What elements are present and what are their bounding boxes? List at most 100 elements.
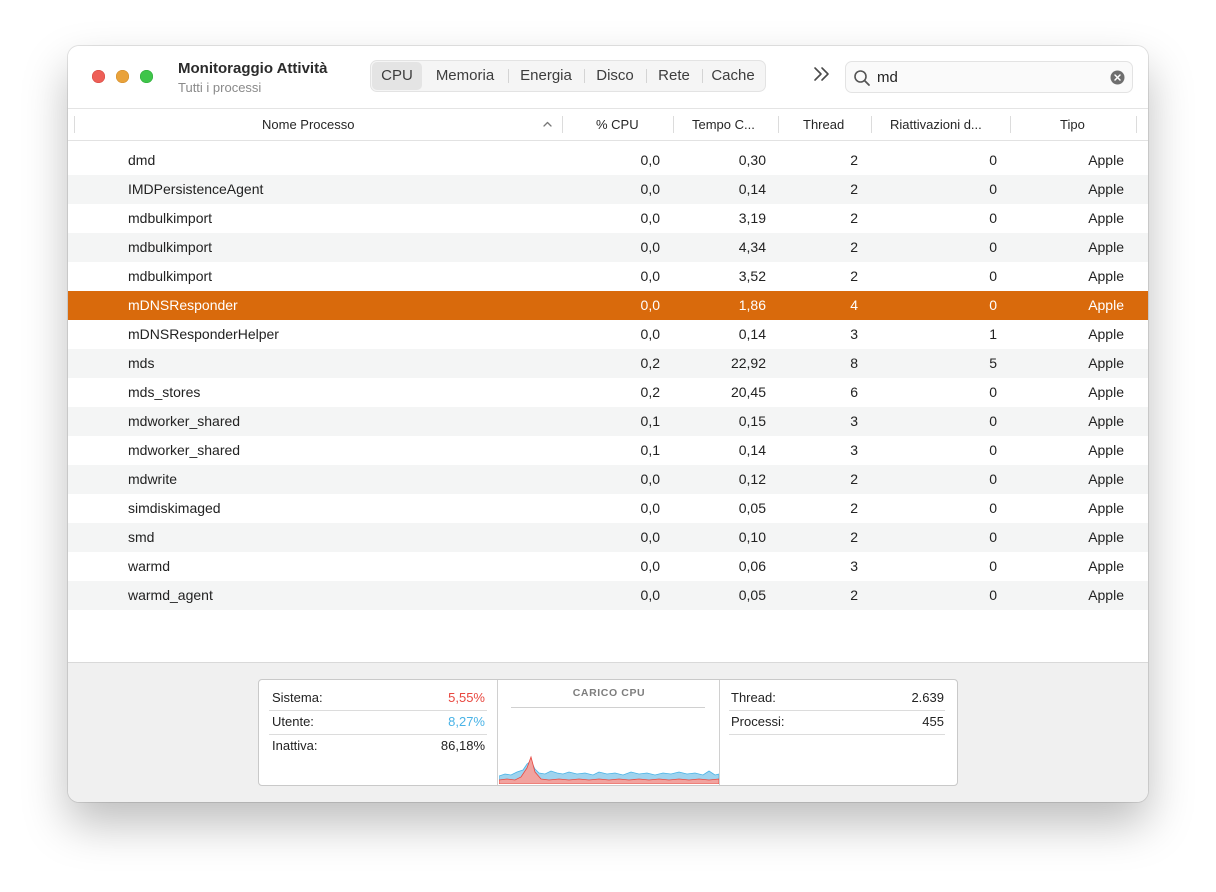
process-wakeups: 0	[989, 558, 997, 574]
processes-label: Processi:	[731, 714, 785, 729]
user-value: 8,27%	[448, 714, 485, 729]
process-type: Apple	[1088, 181, 1124, 197]
minimize-window-button[interactable]	[116, 70, 129, 83]
sort-ascending-icon[interactable]	[542, 119, 553, 130]
column-separator	[74, 116, 75, 133]
table-row-selected[interactable]: mDNSResponder 0,0 1,86 4 0 Apple	[68, 291, 1148, 320]
table-row[interactable]: mdwrite 0,0 0,12 2 0 Apple	[68, 465, 1148, 494]
divider	[511, 707, 705, 708]
process-type: Apple	[1088, 268, 1124, 284]
magnifier-icon	[854, 70, 870, 86]
column-separator	[871, 116, 872, 133]
divider	[269, 734, 487, 735]
system-value: 5,55%	[448, 690, 485, 705]
process-threads: 2	[850, 152, 858, 168]
column-separator	[673, 116, 674, 133]
process-type: Apple	[1088, 471, 1124, 487]
close-window-button[interactable]	[92, 70, 105, 83]
column-separator	[1010, 116, 1011, 133]
process-cpu: 0,0	[640, 152, 660, 168]
table-row[interactable]: mdbulkimport 0,0 4,34 2 0 Apple	[68, 233, 1148, 262]
column-cpu-time-header[interactable]: Tempo C...	[692, 117, 755, 132]
column-cpu-header[interactable]: % CPU	[596, 117, 639, 132]
search-input[interactable]	[877, 66, 1097, 88]
table-row[interactable]: IMDPersistenceAgent 0,0 0,14 2 0 Apple	[68, 175, 1148, 204]
process-cpu: 0,0	[640, 326, 660, 342]
tab-cpu[interactable]: CPU	[372, 62, 422, 90]
process-cpu-time: 4,34	[738, 239, 766, 255]
column-threads-header[interactable]: Thread	[803, 117, 845, 132]
tab-disco[interactable]: Disco	[584, 62, 646, 90]
threads-label: Thread:	[731, 690, 776, 705]
process-type: Apple	[1088, 500, 1124, 516]
process-wakeups: 0	[989, 587, 997, 603]
process-cpu: 0,0	[640, 500, 660, 516]
process-threads: 2	[850, 587, 858, 603]
tab-cache[interactable]: Cache	[702, 62, 764, 90]
process-name: warmd_agent	[128, 587, 213, 603]
divider	[497, 680, 498, 785]
process-cpu: 0,0	[640, 587, 660, 603]
process-cpu: 0,0	[640, 297, 660, 313]
process-threads: 4	[850, 297, 858, 313]
process-name: simdiskimaged	[128, 500, 221, 516]
process-cpu-time: 0,05	[738, 500, 766, 516]
table-row[interactable]: mds_stores 0,2 20,45 6 0 Apple	[68, 378, 1148, 407]
table-row[interactable]: warmd 0,0 0,06 3 0 Apple	[68, 552, 1148, 581]
column-wakeups-header[interactable]: Riattivazioni d...	[890, 117, 982, 132]
process-type: Apple	[1088, 442, 1124, 458]
process-cpu-time: 3,19	[738, 210, 766, 226]
tab-rete[interactable]: Rete	[646, 62, 702, 90]
table-row[interactable]: mDNSResponderHelper 0,0 0,14 3 1 Apple	[68, 320, 1148, 349]
cpu-load-title: CARICO CPU	[572, 687, 646, 699]
process-threads: 3	[850, 326, 858, 342]
column-name-header[interactable]: Nome Processo	[262, 117, 355, 132]
process-wakeups: 0	[989, 529, 997, 545]
column-separator	[562, 116, 563, 133]
tab-memoria[interactable]: Memoria	[435, 67, 495, 84]
process-name: mdbulkimport	[128, 268, 213, 284]
search-field[interactable]	[845, 61, 1133, 93]
more-toolbar-items-button[interactable]	[813, 66, 831, 88]
table-row[interactable]: mdbulkimport 0,0 3,19 2 0 Apple	[68, 204, 1148, 233]
process-name: mDNSResponder	[128, 297, 238, 313]
process-cpu: 0,0	[640, 210, 660, 226]
zoom-window-button[interactable]	[140, 70, 153, 83]
process-threads: 2	[850, 181, 858, 197]
process-threads: 3	[850, 558, 858, 574]
process-name: mdwrite	[128, 471, 178, 487]
table-row[interactable]: mdworker_shared 0,1 0,15 3 0 Apple	[68, 407, 1148, 436]
process-threads: 2	[850, 239, 858, 255]
process-cpu: 0,0	[640, 268, 660, 284]
divider	[719, 680, 720, 785]
process-cpu-time: 20,45	[730, 384, 766, 400]
process-cpu: 0,1	[640, 413, 660, 429]
idle-value: 86,18%	[440, 738, 485, 753]
process-type: Apple	[1088, 152, 1124, 168]
process-wakeups: 0	[989, 268, 997, 284]
process-cpu: 0,0	[640, 529, 660, 545]
process-cpu: 0,0	[640, 558, 660, 574]
process-cpu-time: 0,15	[738, 413, 766, 429]
process-wakeups: 5	[989, 355, 997, 371]
system-label: Sistema:	[272, 690, 323, 705]
processes-value: 455	[922, 714, 944, 729]
table-row[interactable]: smd 0,0 0,10 2 0 Apple	[68, 523, 1148, 552]
table-row[interactable]: simdiskimaged 0,0 0,05 2 0 Apple	[68, 494, 1148, 523]
table-row[interactable]: mds 0,2 22,92 8 5 Apple	[68, 349, 1148, 378]
process-type: Apple	[1088, 239, 1124, 255]
table-row[interactable]: mdworker_shared 0,1 0,14 3 0 Apple	[68, 436, 1148, 465]
clear-circle-icon[interactable]	[1110, 70, 1125, 85]
activity-monitor-window: Monitoraggio Attività Tutti i processi C…	[68, 46, 1148, 802]
table-row[interactable]: mdbulkimport 0,0 3,52 2 0 Apple	[68, 262, 1148, 291]
process-wakeups: 0	[989, 384, 997, 400]
table-row[interactable]: warmd_agent 0,0 0,05 2 0 Apple	[68, 581, 1148, 610]
threads-value: 2.639	[911, 690, 944, 705]
user-label: Utente:	[272, 714, 314, 729]
tab-energia[interactable]: Energia	[508, 62, 584, 90]
table-row[interactable]: dmd 0,0 0,30 2 0 Apple	[68, 146, 1148, 175]
process-cpu-time: 22,92	[730, 355, 766, 371]
process-name: mdworker_shared	[128, 442, 241, 458]
process-type: Apple	[1088, 297, 1124, 313]
column-type-header[interactable]: Tipo	[1060, 117, 1085, 132]
